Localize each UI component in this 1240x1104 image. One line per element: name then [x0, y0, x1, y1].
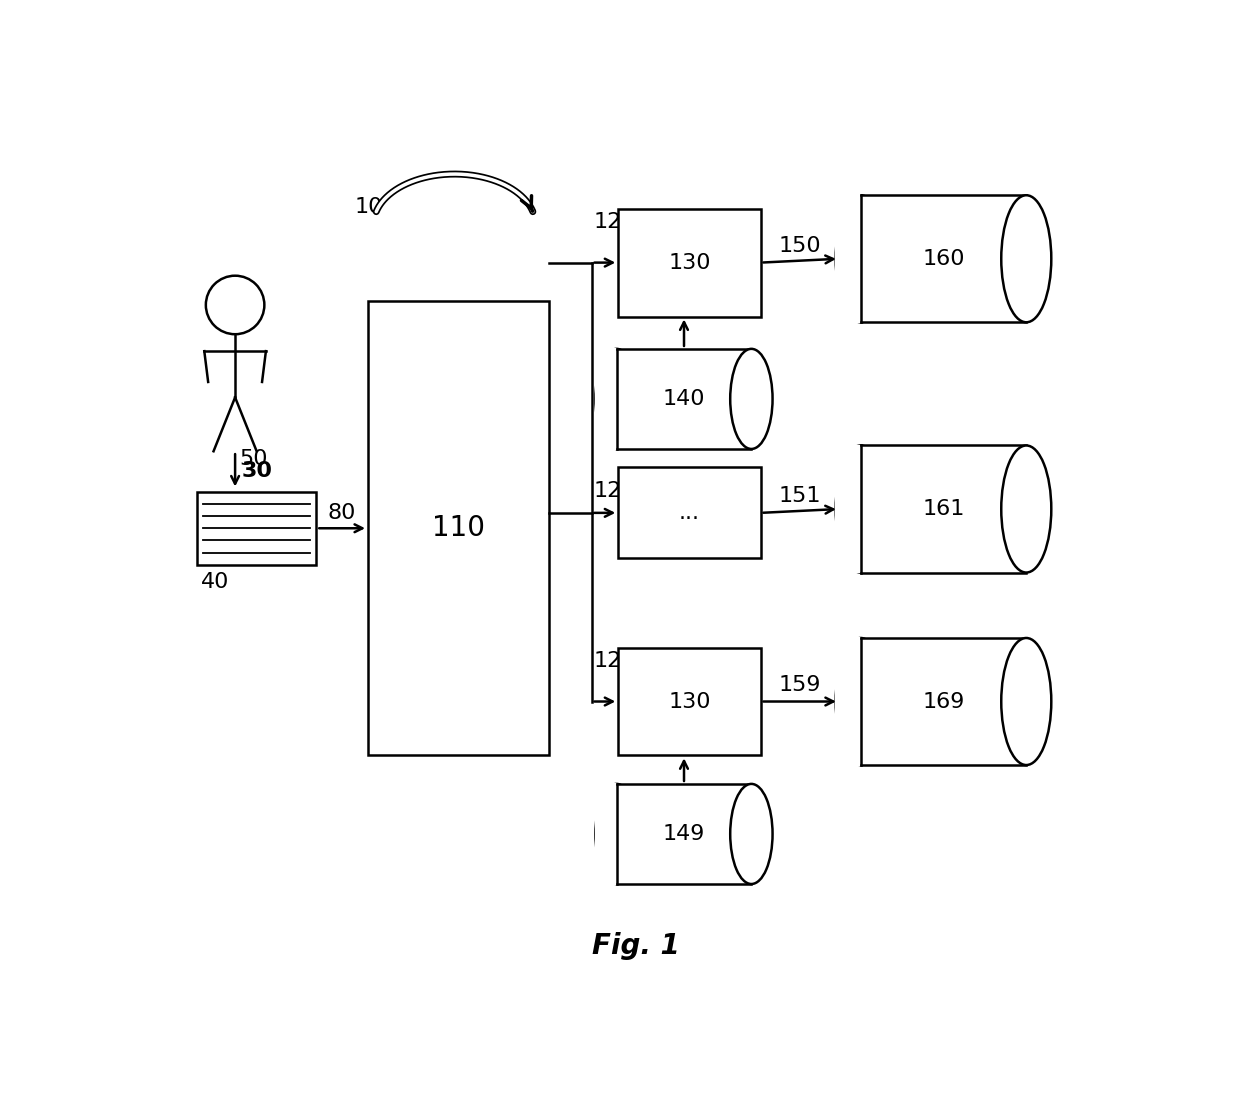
- Text: 50: 50: [239, 449, 268, 469]
- Text: ...: ...: [680, 502, 699, 523]
- Ellipse shape: [730, 349, 773, 449]
- Ellipse shape: [1001, 638, 1052, 765]
- Ellipse shape: [595, 349, 637, 449]
- Text: 169: 169: [923, 691, 965, 711]
- Ellipse shape: [595, 784, 637, 884]
- Text: 130: 130: [668, 253, 711, 273]
- Text: 159: 159: [779, 675, 821, 694]
- Bar: [861, 638, 1027, 765]
- Text: 10: 10: [355, 197, 383, 216]
- Text: 129: 129: [594, 651, 636, 671]
- Text: Fig. 1: Fig. 1: [591, 932, 680, 959]
- Text: 121: 121: [594, 481, 636, 501]
- Text: 120: 120: [594, 212, 636, 232]
- Bar: [619, 467, 760, 559]
- Bar: [619, 209, 760, 317]
- Bar: [619, 648, 760, 755]
- Text: 80: 80: [327, 503, 356, 523]
- Bar: [616, 784, 751, 884]
- Bar: [835, 637, 861, 766]
- Bar: [595, 783, 616, 884]
- Text: 130: 130: [668, 691, 711, 711]
- Bar: [595, 348, 616, 449]
- Text: 151: 151: [779, 486, 821, 506]
- Ellipse shape: [1001, 195, 1052, 322]
- Text: 161: 161: [923, 499, 965, 519]
- Bar: [616, 349, 751, 449]
- Bar: [368, 301, 549, 755]
- Text: 30: 30: [242, 461, 273, 481]
- Text: 149: 149: [663, 824, 706, 843]
- Bar: [861, 446, 1027, 573]
- Text: 140: 140: [662, 389, 706, 408]
- Ellipse shape: [836, 195, 885, 322]
- Text: 110: 110: [432, 514, 485, 542]
- Text: 160: 160: [923, 248, 965, 268]
- Ellipse shape: [836, 638, 885, 765]
- Bar: [861, 195, 1027, 322]
- Ellipse shape: [836, 446, 885, 573]
- Bar: [835, 194, 861, 323]
- Bar: [835, 445, 861, 573]
- Ellipse shape: [730, 784, 773, 884]
- Text: 150: 150: [779, 236, 821, 256]
- Bar: [197, 491, 316, 565]
- Ellipse shape: [1001, 446, 1052, 573]
- Text: 40: 40: [201, 572, 229, 592]
